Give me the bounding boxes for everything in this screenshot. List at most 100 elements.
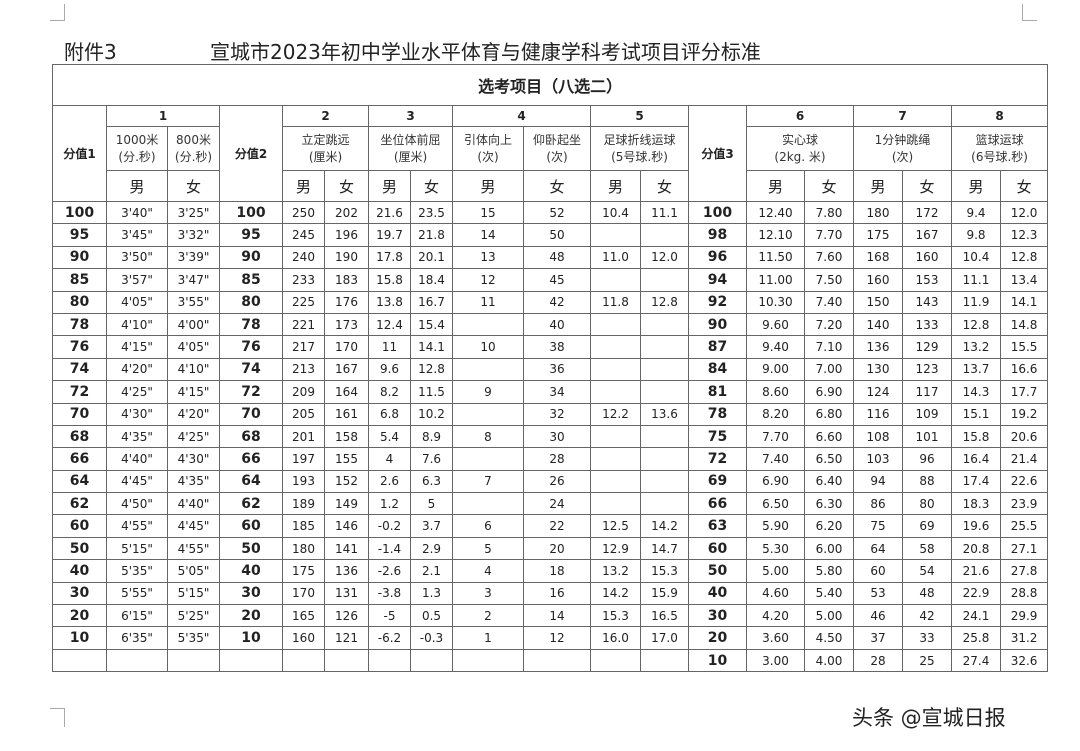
scoring-table: 选考项目（八选二） 分值1 1 分值2 2 3 4 5 分值3 6 7 8 10…: [51, 64, 1049, 673]
score-cell: 74: [219, 357, 283, 382]
value-cell: 5'25": [167, 604, 220, 628]
score1-header: 分值1: [52, 105, 107, 202]
table-row: 85 3'57" 3'47" 85 233 183 15.8 18.4 12 45 94 11.00 7…: [52, 268, 1049, 292]
value-cell: [590, 648, 641, 673]
event-name: 1分钟跳绳: [874, 132, 931, 147]
value-cell: 4: [452, 559, 524, 583]
value-cell: 46: [853, 604, 903, 628]
page-corner-mark: [1022, 4, 1037, 21]
value-cell: 8.2: [368, 380, 411, 404]
value-cell: 15.9: [640, 581, 689, 606]
value-cell: 16.6: [999, 357, 1049, 382]
value-cell: 180: [282, 536, 325, 561]
table-row: 66 4'40" 4'30" 66 197 155 4 7.6 28 72 7.40 6.50 103 9…: [52, 447, 1049, 471]
value-cell: 13.8: [368, 290, 411, 314]
value-cell: 7.6: [410, 447, 453, 471]
value-cell: 4'15": [167, 380, 220, 404]
value-cell: 160: [902, 245, 952, 270]
value-cell: 4.00: [804, 648, 854, 673]
event-unit: (厘米): [308, 149, 343, 164]
event-800m: 800米 (分.秒): [167, 126, 220, 171]
value-cell: 32: [523, 402, 591, 426]
group-7-number: 7: [853, 105, 952, 127]
value-cell: 175: [282, 559, 325, 583]
event-unit: (厘米): [393, 149, 428, 164]
value-cell: 21.4: [999, 447, 1049, 471]
value-cell: 3'50": [106, 245, 168, 270]
score-cell: 98: [688, 223, 747, 247]
value-cell: 6.00: [804, 536, 854, 561]
event-unit: (2kg. 米): [774, 149, 826, 164]
value-cell: 52: [523, 200, 591, 225]
value-cell: 5.30: [746, 536, 805, 561]
value-cell: 21.6: [368, 200, 411, 225]
value-cell: 131: [324, 581, 369, 606]
value-cell: 4'20": [167, 402, 220, 426]
value-cell: 14.1: [410, 335, 453, 359]
value-cell: -0.3: [410, 626, 453, 650]
value-cell: 4'30": [167, 447, 220, 471]
value-cell: 19.7: [368, 223, 411, 247]
score-cell: 84: [688, 357, 747, 382]
value-cell: 196: [324, 223, 369, 247]
score-cell: 62: [52, 492, 107, 516]
value-cell: 5'15": [106, 536, 168, 561]
score-cell: 66: [52, 447, 107, 471]
value-cell: [590, 424, 641, 449]
value-cell: 27.8: [999, 559, 1049, 583]
score-cell: 10: [688, 648, 747, 673]
value-cell: 1.2: [368, 492, 411, 516]
score-cell: 40: [219, 559, 283, 583]
value-cell: 28: [523, 447, 591, 471]
value-cell: 0.5: [410, 604, 453, 628]
value-cell: 3.00: [746, 648, 805, 673]
value-cell: 11.9: [951, 290, 1001, 314]
value-cell: 9.8: [951, 223, 1001, 247]
value-cell: 36: [523, 357, 591, 382]
score-cell: 96: [688, 245, 747, 270]
value-cell: 109: [902, 402, 952, 426]
value-cell: 16.7: [410, 290, 453, 314]
event-basketball-dribble: 篮球运球 (6号球.秒): [950, 126, 1049, 171]
value-cell: 19.6: [951, 514, 1001, 538]
value-cell: 9.00: [746, 357, 805, 382]
value-cell: 13.6: [640, 402, 689, 426]
table-row: 40 5'35" 5'05" 40 175 136 -2.6 2.1 4 18 13.2 15.3 50…: [52, 559, 1049, 583]
value-cell: 22.9: [951, 581, 1001, 606]
value-cell: 94: [853, 469, 903, 494]
value-cell: 6.90: [804, 380, 854, 404]
value-cell: 16.5: [640, 604, 689, 628]
value-cell: 96: [902, 447, 952, 471]
value-cell: -2.6: [368, 559, 411, 583]
value-cell: 14: [523, 604, 591, 628]
value-cell: 176: [324, 290, 369, 314]
score-cell: 85: [219, 268, 283, 292]
value-cell: 6.40: [804, 469, 854, 494]
score-cell: 60: [219, 514, 283, 538]
table-row: 90 3'50" 3'39" 90 240 190 17.8 20.1 13 48 11.0 12.0…: [52, 245, 1049, 270]
gender-female-header: 女: [902, 170, 952, 202]
value-cell: 22.6: [999, 469, 1049, 494]
value-cell: -5: [368, 604, 411, 628]
score-cell: 100: [219, 200, 283, 225]
table-row: 76 4'15" 4'05" 76 217 170 11 14.1 10 38 87 9.40 7.10…: [52, 335, 1049, 359]
value-cell: 13.2: [951, 335, 1001, 359]
value-cell: 6.80: [804, 402, 854, 426]
value-cell: [410, 648, 453, 673]
value-cell: 13.4: [999, 268, 1049, 292]
table-row: 60 4'55" 4'45" 60 185 146 -0.2 3.7 6 22 12.5 14.2 63…: [52, 514, 1049, 538]
value-cell: 133: [902, 312, 952, 337]
value-cell: [640, 357, 689, 382]
value-cell: 12.4: [368, 312, 411, 337]
value-cell: 164: [324, 380, 369, 404]
event-unit: (次): [477, 149, 499, 164]
value-cell: 20.8: [951, 536, 1001, 561]
value-cell: 126: [324, 604, 369, 628]
score2-header: 分值2: [219, 105, 283, 202]
value-cell: 250: [282, 200, 325, 225]
value-cell: 4'30": [106, 402, 168, 426]
score-cell: 72: [52, 380, 107, 404]
score-cell: 95: [52, 223, 107, 247]
group-1-number: 1: [106, 105, 220, 127]
value-cell: 124: [853, 380, 903, 404]
